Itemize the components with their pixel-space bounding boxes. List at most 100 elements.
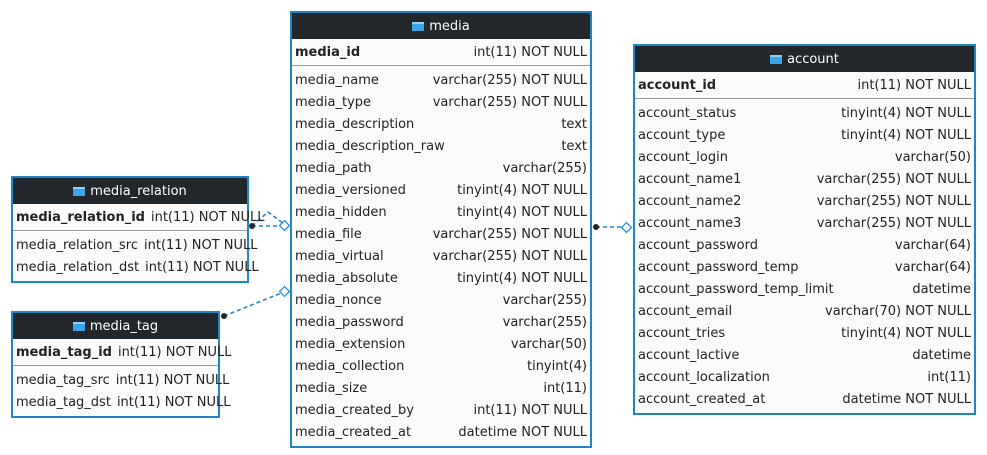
column-row: account_name1 varchar(255) NOT NULL	[635, 168, 974, 190]
column-type: varchar(255) NOT NULL	[432, 226, 587, 242]
table-icon	[770, 54, 783, 64]
column-name: account_password	[638, 237, 759, 253]
column-row: media_relation_src int(11) NOT NULL	[13, 234, 258, 256]
column-type: datetime	[912, 347, 971, 363]
column-row: media_absolute tinyint(4) NOT NULL	[292, 267, 590, 289]
column-type: varchar(64)	[894, 237, 971, 253]
column-name: media_description	[295, 116, 415, 132]
column-row: media_name varchar(255) NOT NULL	[292, 69, 590, 91]
column-row: media_file varchar(255) NOT NULL	[292, 223, 590, 245]
column-row: account_created_at datetime NOT NULL	[635, 388, 974, 410]
column-row: media_extension varchar(50)	[292, 333, 590, 355]
table-icon	[73, 186, 86, 196]
table-header: account	[635, 46, 974, 72]
column-name: media_relation_id	[16, 209, 145, 225]
primary-key-row: media_tag_id int(11) NOT NULL	[13, 339, 231, 366]
primary-key-row: account_id int(11) NOT NULL	[635, 72, 974, 99]
column-type: int(11) NOT NULL	[115, 372, 230, 388]
column-name: media_name	[295, 72, 379, 88]
column-type: int(11)	[927, 369, 971, 385]
column-name: media_size	[295, 380, 368, 396]
column-row: account_lactive datetime	[635, 344, 974, 366]
column-name: media_relation_dst	[16, 259, 140, 275]
column-name: media_relation_src	[16, 237, 139, 253]
relation-end	[278, 219, 291, 232]
column-type: varchar(64)	[894, 259, 971, 275]
column-row: account_password varchar(64)	[635, 234, 974, 256]
column-type: int(11) NOT NULL	[117, 344, 232, 360]
column-type: varchar(70) NOT NULL	[825, 303, 971, 319]
column-row: media_size int(11)	[292, 377, 590, 399]
column-type: tinyint(4) NOT NULL	[457, 182, 587, 198]
column-row: account_localization int(11)	[635, 366, 974, 388]
table-header: media_tag	[13, 313, 218, 339]
column-type: datetime	[912, 281, 971, 297]
column-name: account_tries	[638, 325, 726, 341]
column-name: account_type	[638, 127, 726, 143]
column-row: account_name2 varchar(255) NOT NULL	[635, 190, 974, 212]
column-name: account_id	[638, 77, 717, 93]
column-type: varchar(50)	[510, 336, 587, 352]
column-list: media_tag_src int(11) NOT NULL media_tag_d…	[13, 366, 230, 416]
column-type: datetime NOT NULL	[842, 391, 971, 407]
column-name: media_file	[295, 226, 362, 242]
column-name: account_login	[638, 149, 728, 165]
column-row: media_type varchar(255) NOT NULL	[292, 91, 590, 113]
table: media_relation media_relation_id int(11) N…	[11, 176, 265, 283]
column-name: media_tag_src	[16, 372, 110, 388]
column-type: tinyint(4) NOT NULL	[457, 204, 587, 220]
column-list: media_relation_src int(11) NOT NULL media_…	[13, 231, 259, 281]
column-type: varchar(255) NOT NULL	[816, 193, 971, 209]
primary-key-row: media_relation_id int(11) NOT NULL	[13, 204, 265, 231]
column-type: int(11) NOT NULL	[144, 237, 258, 253]
column-name: account_name2	[638, 193, 742, 209]
column-type: int(11) NOT NULL	[145, 259, 259, 275]
column-type: tinyint(4) NOT NULL	[457, 270, 587, 286]
column-name: media_virtual	[295, 248, 384, 264]
column-name: account_lactive	[638, 347, 740, 363]
column-type: varchar(255)	[502, 292, 587, 308]
table-icon	[72, 321, 85, 331]
column-type: varchar(255) NOT NULL	[816, 171, 971, 187]
column-name: media_hidden	[295, 204, 387, 220]
relation-end	[620, 221, 633, 234]
column-name: account_password_temp_limit	[638, 281, 834, 297]
column-name: media_description_raw	[295, 138, 445, 154]
column-name: media_absolute	[295, 270, 398, 286]
column-row: media_description text	[292, 113, 590, 135]
column-type: varchar(255) NOT NULL	[432, 94, 587, 110]
column-name: media_tag_dst	[16, 394, 111, 410]
column-name: media_nonce	[295, 292, 382, 308]
column-type: varchar(255) NOT NULL	[816, 215, 971, 231]
column-name: account_localization	[638, 369, 770, 385]
primary-key-row: media_id int(11) NOT NULL	[292, 39, 590, 66]
column-name: media_created_at	[295, 424, 412, 440]
column-row: account_password_temp varchar(64)	[635, 256, 974, 278]
column-name: account_status	[638, 105, 737, 121]
column-row: media_relation_dst int(11) NOT NULL	[13, 256, 259, 278]
column-type: int(11)	[543, 380, 587, 396]
column-row: media_created_by int(11) NOT NULL	[292, 399, 590, 421]
column-row: media_virtual varchar(255) NOT NULL	[292, 245, 590, 267]
column-type: varchar(255)	[502, 160, 587, 176]
column-row: media_path varchar(255)	[292, 157, 590, 179]
column-type: int(11) NOT NULL	[116, 394, 231, 410]
column-name: media_created_by	[295, 402, 414, 418]
column-type: datetime NOT NULL	[458, 424, 587, 440]
column-row: media_collection tinyint(4)	[292, 355, 590, 377]
column-name: account_name3	[638, 215, 742, 231]
table-header: media	[292, 13, 590, 39]
column-name: account_created_at	[638, 391, 766, 407]
column-type: tinyint(4) NOT NULL	[841, 105, 971, 121]
column-row: account_tries tinyint(4) NOT NULL	[635, 322, 974, 344]
column-name: media_password	[295, 314, 404, 330]
column-row: account_name3 varchar(255) NOT NULL	[635, 212, 974, 234]
relation-end	[249, 223, 255, 229]
column-row: account_status tinyint(4) NOT NULL	[635, 102, 974, 124]
column-row: media_created_at datetime NOT NULL	[292, 421, 590, 443]
table-name: media_tag	[89, 318, 159, 334]
column-type: tinyint(4) NOT NULL	[841, 325, 971, 341]
column-row: media_versioned tinyint(4) NOT NULL	[292, 179, 590, 201]
